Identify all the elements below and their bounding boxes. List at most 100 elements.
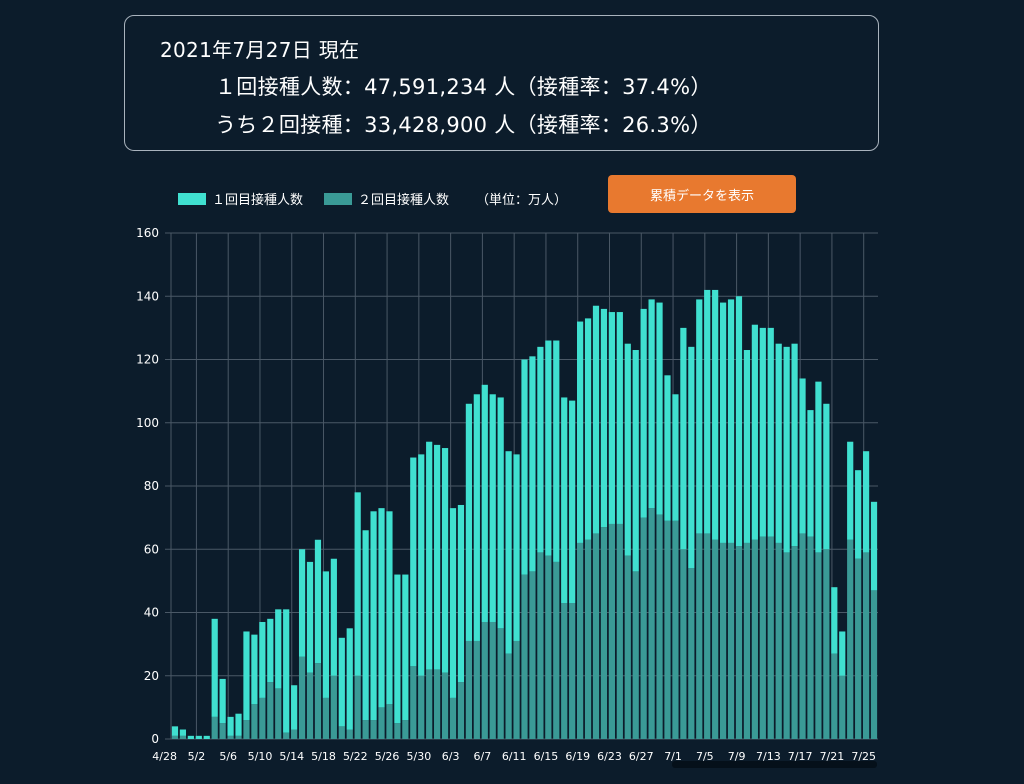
bar-first-dose <box>171 726 179 736</box>
bar-second-dose <box>322 697 330 739</box>
bar-second-dose <box>775 542 782 739</box>
x-tick-label: 7/25 <box>851 750 876 763</box>
bar-second-dose <box>545 555 552 739</box>
summary-second-dose: うち２回接種：33,428,900 人（接種率：26.3%） <box>215 113 712 137</box>
bar-first-dose <box>545 340 552 556</box>
bar-second-dose <box>616 523 623 739</box>
y-tick-label: 100 <box>136 416 159 430</box>
unit-label: （単位：万人） <box>476 193 568 208</box>
bar-first-dose <box>275 609 282 689</box>
x-tick-label: 6/27 <box>629 750 654 763</box>
bar-first-dose <box>735 296 743 547</box>
bar-second-dose <box>569 603 576 739</box>
bar-second-dose <box>537 552 544 739</box>
bar-first-dose <box>243 631 250 721</box>
bar-first-dose <box>505 451 512 654</box>
bar-second-dose <box>346 729 353 739</box>
bar-second-dose <box>314 663 322 739</box>
x-tick-label: 7/5 <box>696 750 714 763</box>
bar-second-dose <box>370 720 377 739</box>
bar-second-dose <box>831 653 838 739</box>
bar-first-dose <box>632 350 639 572</box>
bar-second-dose <box>521 574 528 739</box>
bar-first-dose <box>648 299 655 509</box>
bar-first-dose <box>489 394 496 622</box>
bar-second-dose <box>862 552 870 739</box>
bar-second-dose <box>767 536 774 739</box>
horizontal-scrollbar[interactable] <box>672 761 877 768</box>
bar-second-dose <box>259 697 266 739</box>
bar-first-dose <box>553 340 560 562</box>
bar-first-dose <box>704 289 711 534</box>
bar-first-dose <box>751 324 758 540</box>
bar-second-dose <box>839 675 846 739</box>
bar-first-dose <box>457 504 465 683</box>
bar-second-dose <box>267 682 274 739</box>
bar-second-dose <box>473 640 480 739</box>
bar-second-dose <box>251 704 258 739</box>
bar-first-dose <box>378 508 385 708</box>
bar-first-dose <box>394 574 401 724</box>
bar-first-dose <box>354 492 361 676</box>
bar-second-dose <box>584 539 592 739</box>
bar-first-dose <box>616 312 623 524</box>
bar-first-dose <box>219 678 226 724</box>
bar-first-dose <box>815 381 822 553</box>
bar-first-dose <box>529 356 536 572</box>
bar-second-dose <box>759 536 766 739</box>
x-tick-label: 7/9 <box>728 750 746 763</box>
bar-second-dose <box>608 523 615 739</box>
bar-second-dose <box>632 571 639 739</box>
x-tick-label: 7/13 <box>756 750 781 763</box>
bar-second-dose <box>553 561 560 739</box>
bar-first-dose <box>203 735 210 739</box>
bar-first-dose <box>696 299 703 534</box>
bar-first-dose <box>441 448 449 673</box>
bar-first-dose <box>592 305 600 534</box>
bar-second-dose <box>704 533 711 739</box>
bar-second-dose <box>592 533 600 739</box>
bar-second-dose <box>386 704 393 739</box>
bar-first-dose <box>267 618 274 683</box>
bar-second-dose <box>497 628 504 739</box>
show-cumulative-button[interactable]: 累積データを表示 <box>608 175 796 213</box>
y-tick-label: 60 <box>144 542 159 556</box>
bar-second-dose <box>489 621 496 739</box>
bar-first-dose <box>767 327 774 537</box>
bar-first-dose <box>410 457 417 667</box>
bar-first-dose <box>259 621 266 698</box>
bar-second-dose <box>791 546 798 739</box>
legend-item-second[interactable]: ２回目接種人数 <box>324 189 449 208</box>
bar-first-dose <box>727 299 735 543</box>
bar-second-dose <box>719 542 727 739</box>
bar-first-dose <box>600 308 608 528</box>
bar-first-dose <box>870 501 878 591</box>
bar-second-dose <box>847 539 854 739</box>
bar-first-dose <box>823 403 830 550</box>
x-tick-label: 5/26 <box>375 750 400 763</box>
bar-second-dose <box>378 707 385 739</box>
bar-second-dose <box>505 653 512 739</box>
bar-first-dose <box>743 350 751 543</box>
x-tick-label: 5/14 <box>279 750 304 763</box>
bar-first-dose <box>434 444 441 670</box>
bar-second-dose <box>481 621 488 739</box>
bar-first-dose <box>322 571 330 698</box>
legend-label-second: ２回目接種人数 <box>358 193 450 208</box>
bar-second-dose <box>735 546 743 739</box>
bar-second-dose <box>227 735 234 739</box>
bar-second-dose <box>648 508 655 739</box>
bar-second-dose <box>179 735 187 739</box>
bar-second-dose <box>600 527 608 739</box>
bar-first-dose <box>855 470 862 559</box>
bar-second-dose <box>696 533 703 739</box>
bar-first-dose <box>235 713 242 736</box>
bar-first-dose <box>577 321 584 543</box>
legend-item-first[interactable]: １回目接種人数 <box>178 189 303 208</box>
bar-second-dose <box>283 732 290 739</box>
bar-second-dose <box>680 549 687 739</box>
bar-first-dose <box>712 289 719 540</box>
bar-second-dose <box>815 552 822 739</box>
x-tick-label: 7/21 <box>820 750 845 763</box>
